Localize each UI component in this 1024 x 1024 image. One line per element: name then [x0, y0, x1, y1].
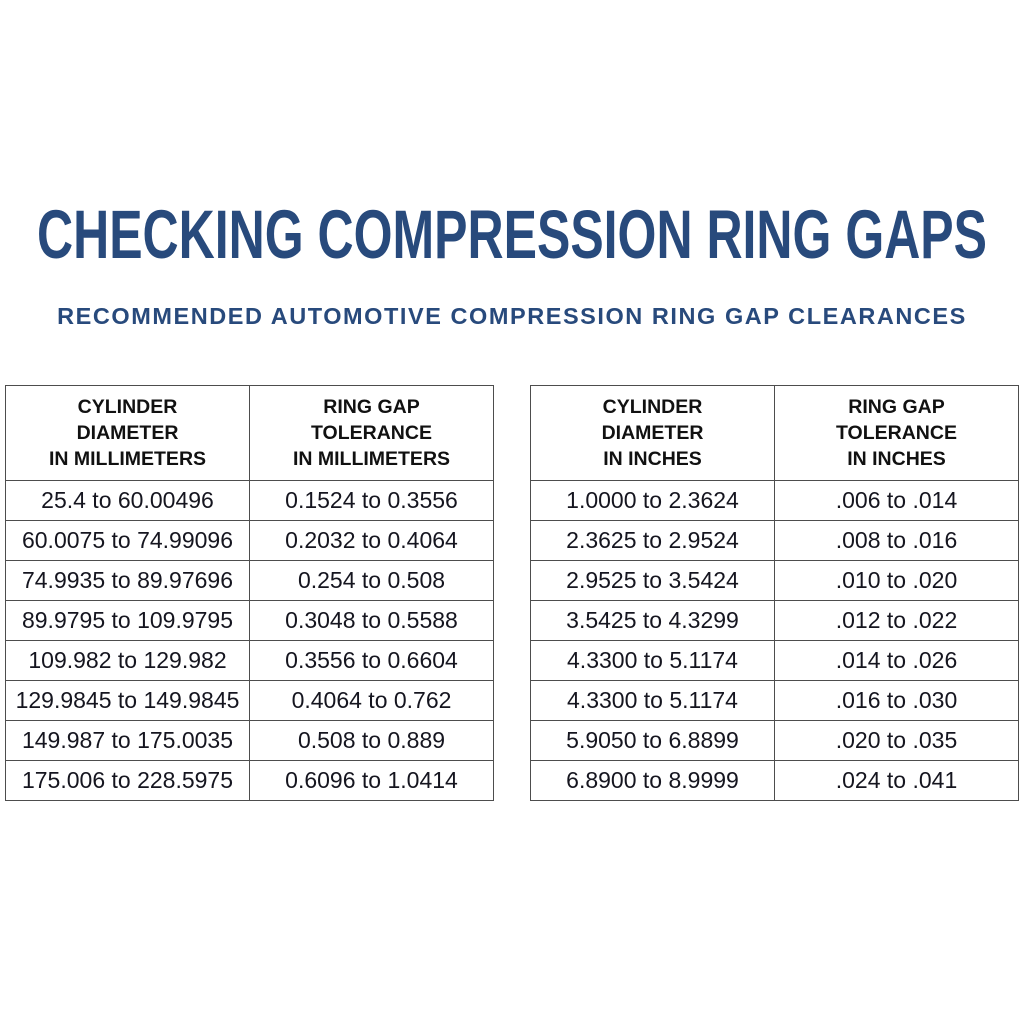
svg-text:CHECKING COMPRESSION RING GAPS: CHECKING COMPRESSION RING GAPS [37, 196, 987, 273]
